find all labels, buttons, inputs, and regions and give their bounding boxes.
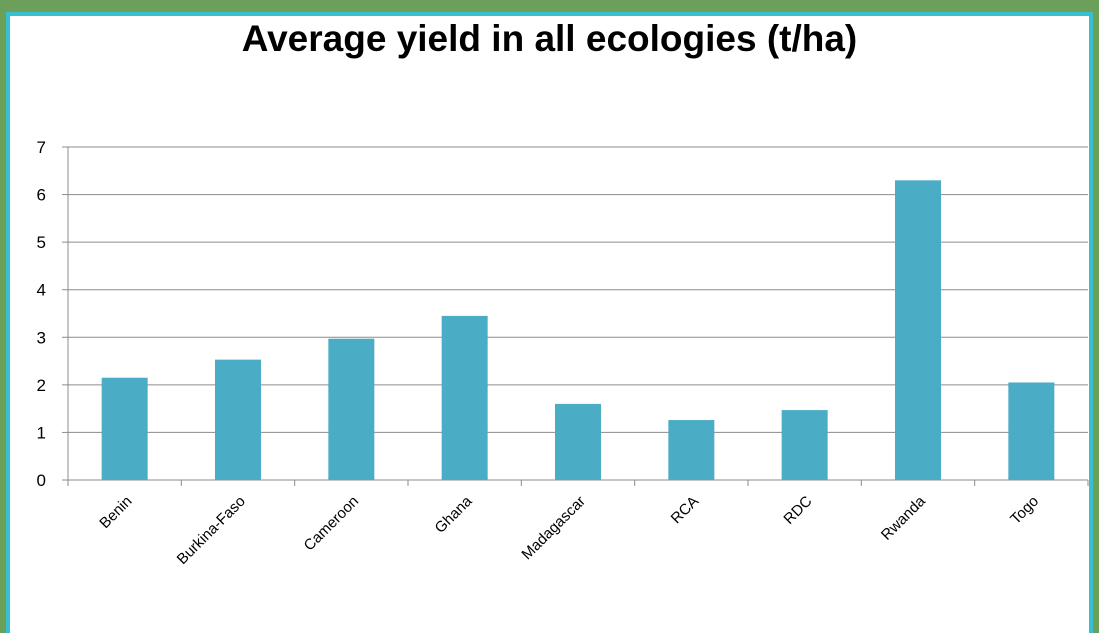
x-tick-label: Rwanda [878,492,929,543]
y-tick-label: 5 [37,233,46,252]
bar [441,315,488,480]
x-tick-label: Togo [1007,493,1042,528]
y-tick-label: 6 [37,186,46,205]
y-tick-label: 4 [37,281,46,300]
x-tick-label: Burkina-Faso [174,493,249,568]
bar [101,377,148,480]
bar [1008,382,1055,480]
x-tick-label: RDC [780,493,815,528]
x-tick-label: Ghana [432,492,476,536]
bar [555,403,601,480]
y-tick-label: 1 [37,423,46,442]
chart-title: Average yield in all ecologies (t/ha) [241,18,858,59]
bar [895,180,941,481]
bar [328,338,375,480]
bar [668,420,715,480]
y-tick-label: 2 [37,376,46,395]
x-tick-label: Benin [96,493,135,532]
y-tick-label: 3 [37,328,46,347]
bar [215,359,261,480]
x-tick-label: Madagascar [518,493,588,563]
y-tick-label: 7 [37,138,46,157]
bar [781,410,828,480]
y-tick-label: 0 [37,471,46,490]
x-tick-label: RCA [668,493,702,527]
x-tick-label: Cameroon [301,493,363,555]
